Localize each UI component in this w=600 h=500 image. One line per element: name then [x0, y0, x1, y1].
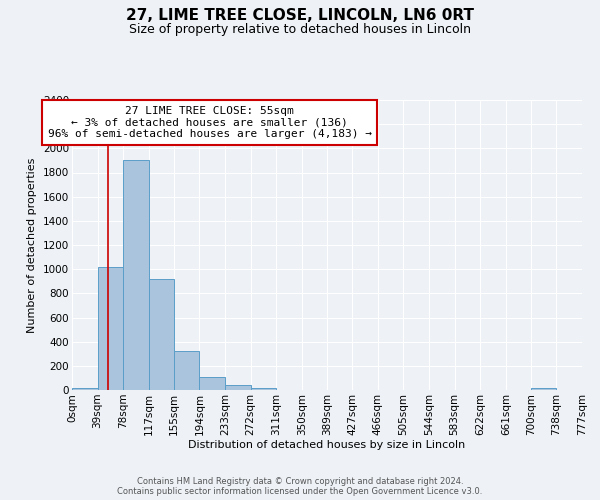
Text: Contains public sector information licensed under the Open Government Licence v3: Contains public sector information licen… [118, 487, 482, 496]
Text: 27 LIME TREE CLOSE: 55sqm
← 3% of detached houses are smaller (136)
96% of semi-: 27 LIME TREE CLOSE: 55sqm ← 3% of detach… [48, 106, 372, 139]
Bar [225, 384, 251, 390]
Text: Size of property relative to detached houses in Lincoln: Size of property relative to detached ho… [129, 22, 471, 36]
Bar [174, 352, 199, 390]
Text: 27, LIME TREE CLOSE, LINCOLN, LN6 0RT: 27, LIME TREE CLOSE, LINCOLN, LN6 0RT [126, 8, 474, 22]
Bar [123, 160, 149, 390]
Bar [98, 267, 123, 390]
Bar [532, 388, 556, 390]
Text: Contains HM Land Registry data © Crown copyright and database right 2024.: Contains HM Land Registry data © Crown c… [137, 477, 463, 486]
X-axis label: Distribution of detached houses by size in Lincoln: Distribution of detached houses by size … [188, 440, 466, 450]
Bar [199, 378, 225, 390]
Y-axis label: Number of detached properties: Number of detached properties [28, 158, 37, 332]
Bar [149, 279, 174, 390]
Bar [72, 388, 98, 390]
Bar [251, 388, 276, 390]
